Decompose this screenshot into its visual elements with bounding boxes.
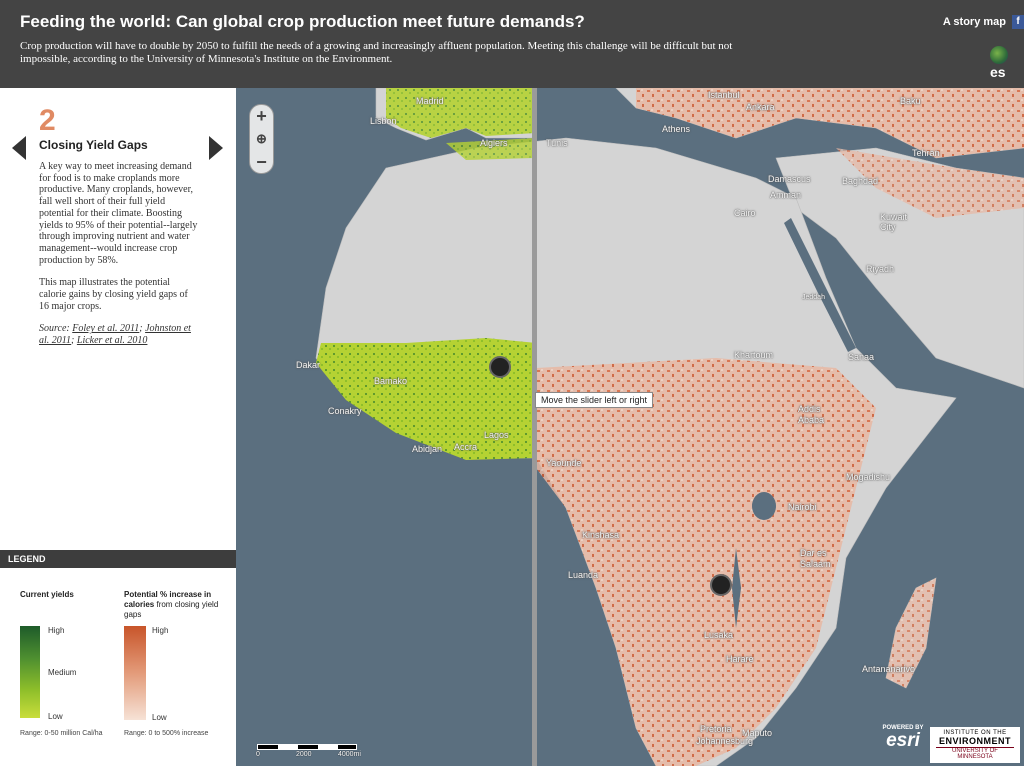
city-label: Amman: [770, 190, 802, 200]
potential-high-label: High: [152, 626, 169, 635]
swipe-divider[interactable]: [532, 88, 537, 766]
zoom-control: + ⊕ −: [249, 104, 274, 174]
page-title: Feeding the world: Can global crop produ…: [20, 12, 585, 31]
city-label: Addis Ababa: [798, 404, 825, 425]
zoom-in-button[interactable]: +: [256, 106, 267, 126]
current-range: Range: 0-50 million Cal/ha: [20, 730, 103, 737]
potential-range: Range: 0 to 500% increase: [124, 730, 209, 737]
section-body: A key way to meet increasing demand for …: [39, 161, 199, 358]
city-label: Riyadh: [866, 264, 895, 274]
current-low-label: Low: [48, 712, 63, 721]
institute-logo[interactable]: INSTITUTE ON THE ENVIRONMENT UNIVERSITY …: [930, 727, 1020, 763]
story-panel: 2 Closing Yield Gaps A key way to meet i…: [0, 88, 236, 550]
city-label: Johannesburg: [696, 736, 754, 746]
current-yield-layer: [316, 88, 534, 460]
map-pin-handle[interactable]: [489, 356, 511, 378]
potential-increase-layer: [536, 88, 1024, 766]
esri-header-logo[interactable]: es: [990, 46, 1024, 80]
city-label: Abidjan: [412, 444, 443, 454]
city-label: Harare: [726, 654, 754, 664]
city-label: Luanda: [568, 570, 599, 580]
paragraph-1: A key way to meet increasing demand for …: [39, 161, 198, 266]
source-line: Source: Foley et al. 2011; Johnston et a…: [39, 323, 191, 347]
city-label: Maputo: [742, 728, 773, 738]
city-label: Kuwait City: [880, 212, 908, 232]
city-label: Yaounde: [546, 458, 582, 468]
scale-label-0: 0: [256, 751, 260, 758]
ion-line-3: UNIVERSITY OF MINNESOTA: [936, 747, 1014, 760]
scale-bar: [257, 744, 357, 750]
paragraph-2: This map illustrates the potential calor…: [39, 277, 188, 312]
source-link-foley[interactable]: Foley et al. 2011: [72, 323, 140, 335]
city-label: Lusaka: [704, 630, 734, 640]
city-label: Pretoria: [700, 724, 732, 734]
city-label: Lagos: [484, 430, 509, 440]
home-button[interactable]: ⊕: [256, 131, 267, 146]
scale-label-1: 2000: [296, 751, 312, 758]
section-title: Closing Yield Gaps: [39, 138, 148, 152]
map-pin-handle-2[interactable]: [710, 574, 732, 596]
city-label: Nairobi: [788, 502, 817, 512]
legend-potential-rest: from closing yield gaps: [124, 600, 219, 619]
city-label: Bamako: [374, 376, 408, 386]
city-label: Madrid: [416, 96, 444, 106]
legend-current-heading: Current yields: [20, 590, 74, 599]
city-label: Khartoum: [734, 350, 774, 360]
city-label: Ankara: [746, 102, 775, 112]
city-label: Mogadishu: [846, 472, 891, 482]
header: Feeding the world: Can global crop produ…: [0, 0, 1024, 88]
facebook-icon[interactable]: f: [1012, 15, 1024, 29]
previous-arrow-icon[interactable]: [12, 136, 26, 160]
lake-victoria: [752, 492, 776, 520]
city-label: Tehran: [912, 148, 940, 158]
city-label: Sanaa: [848, 352, 875, 362]
next-arrow-icon[interactable]: [209, 136, 223, 160]
city-label: Baku: [900, 96, 921, 106]
slider-tooltip: Move the slider left or right: [535, 392, 654, 408]
esri-wordmark: esri: [886, 730, 920, 751]
source-link-johnston[interactable]: Johnston et al. 2011: [39, 323, 191, 347]
globe-icon: [990, 46, 1008, 65]
city-label: Antananarivo: [862, 664, 916, 674]
esri-logo[interactable]: POWERED BY esri: [879, 725, 927, 761]
city-label: Damascus: [768, 174, 811, 184]
legend-header[interactable]: LEGEND: [0, 550, 236, 568]
potential-low-label: Low: [152, 713, 167, 722]
current-yield-ramp: [20, 626, 40, 718]
city-label: Dakar: [296, 360, 321, 370]
source-label: Source:: [39, 323, 70, 335]
ion-line-1: INSTITUTE ON THE: [943, 730, 1007, 736]
city-label: Dar es Salaam: [800, 548, 831, 569]
current-high-label: High: [48, 626, 65, 635]
legend-potential-bold: Potential % increase in calories: [124, 590, 212, 609]
city-label: Accra: [454, 442, 478, 452]
current-medium-label: Medium: [48, 668, 77, 677]
city-label: Tunis: [546, 138, 568, 148]
zoom-out-button[interactable]: −: [256, 152, 267, 172]
map-canvas: [315, 88, 1024, 766]
section-number: 2: [39, 104, 56, 137]
lake-tanganyika: [732, 548, 741, 628]
city-label: Kinshasa: [582, 530, 620, 540]
scale-label-2: 4000mi: [338, 751, 361, 758]
city-label: Algiers: [480, 138, 508, 148]
city-label: Baghdad: [842, 176, 879, 186]
map-view[interactable]: + ⊕ − Move the slider left or right Madr…: [236, 88, 1024, 766]
red-sea: [784, 218, 856, 352]
ion-line-2: ENVIRONMENT: [938, 736, 1011, 746]
powered-by-label: POWERED BY: [882, 725, 924, 731]
city-label: Lisbon: [370, 116, 397, 126]
city-label: Conakry: [328, 406, 362, 416]
source-link-licker[interactable]: Licker et al. 2010: [76, 335, 148, 347]
legend: Current yields Potential % increase in c…: [0, 568, 236, 766]
city-label: Istanbul: [708, 90, 740, 100]
esri-header-text: es: [990, 64, 1006, 81]
city-label: Athens: [662, 124, 691, 134]
page-subtitle: Crop production will have to double by 2…: [20, 40, 733, 65]
legend-potential-heading: Potential % increase in calories from cl…: [124, 590, 224, 620]
city-label: Cairo: [734, 208, 756, 218]
story-map-label: A story map: [942, 16, 1006, 28]
potential-increase-ramp: [124, 626, 146, 720]
city-label: Jeddah: [802, 294, 825, 301]
